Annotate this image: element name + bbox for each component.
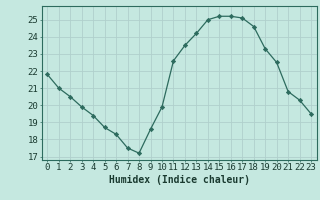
X-axis label: Humidex (Indice chaleur): Humidex (Indice chaleur) <box>109 175 250 185</box>
